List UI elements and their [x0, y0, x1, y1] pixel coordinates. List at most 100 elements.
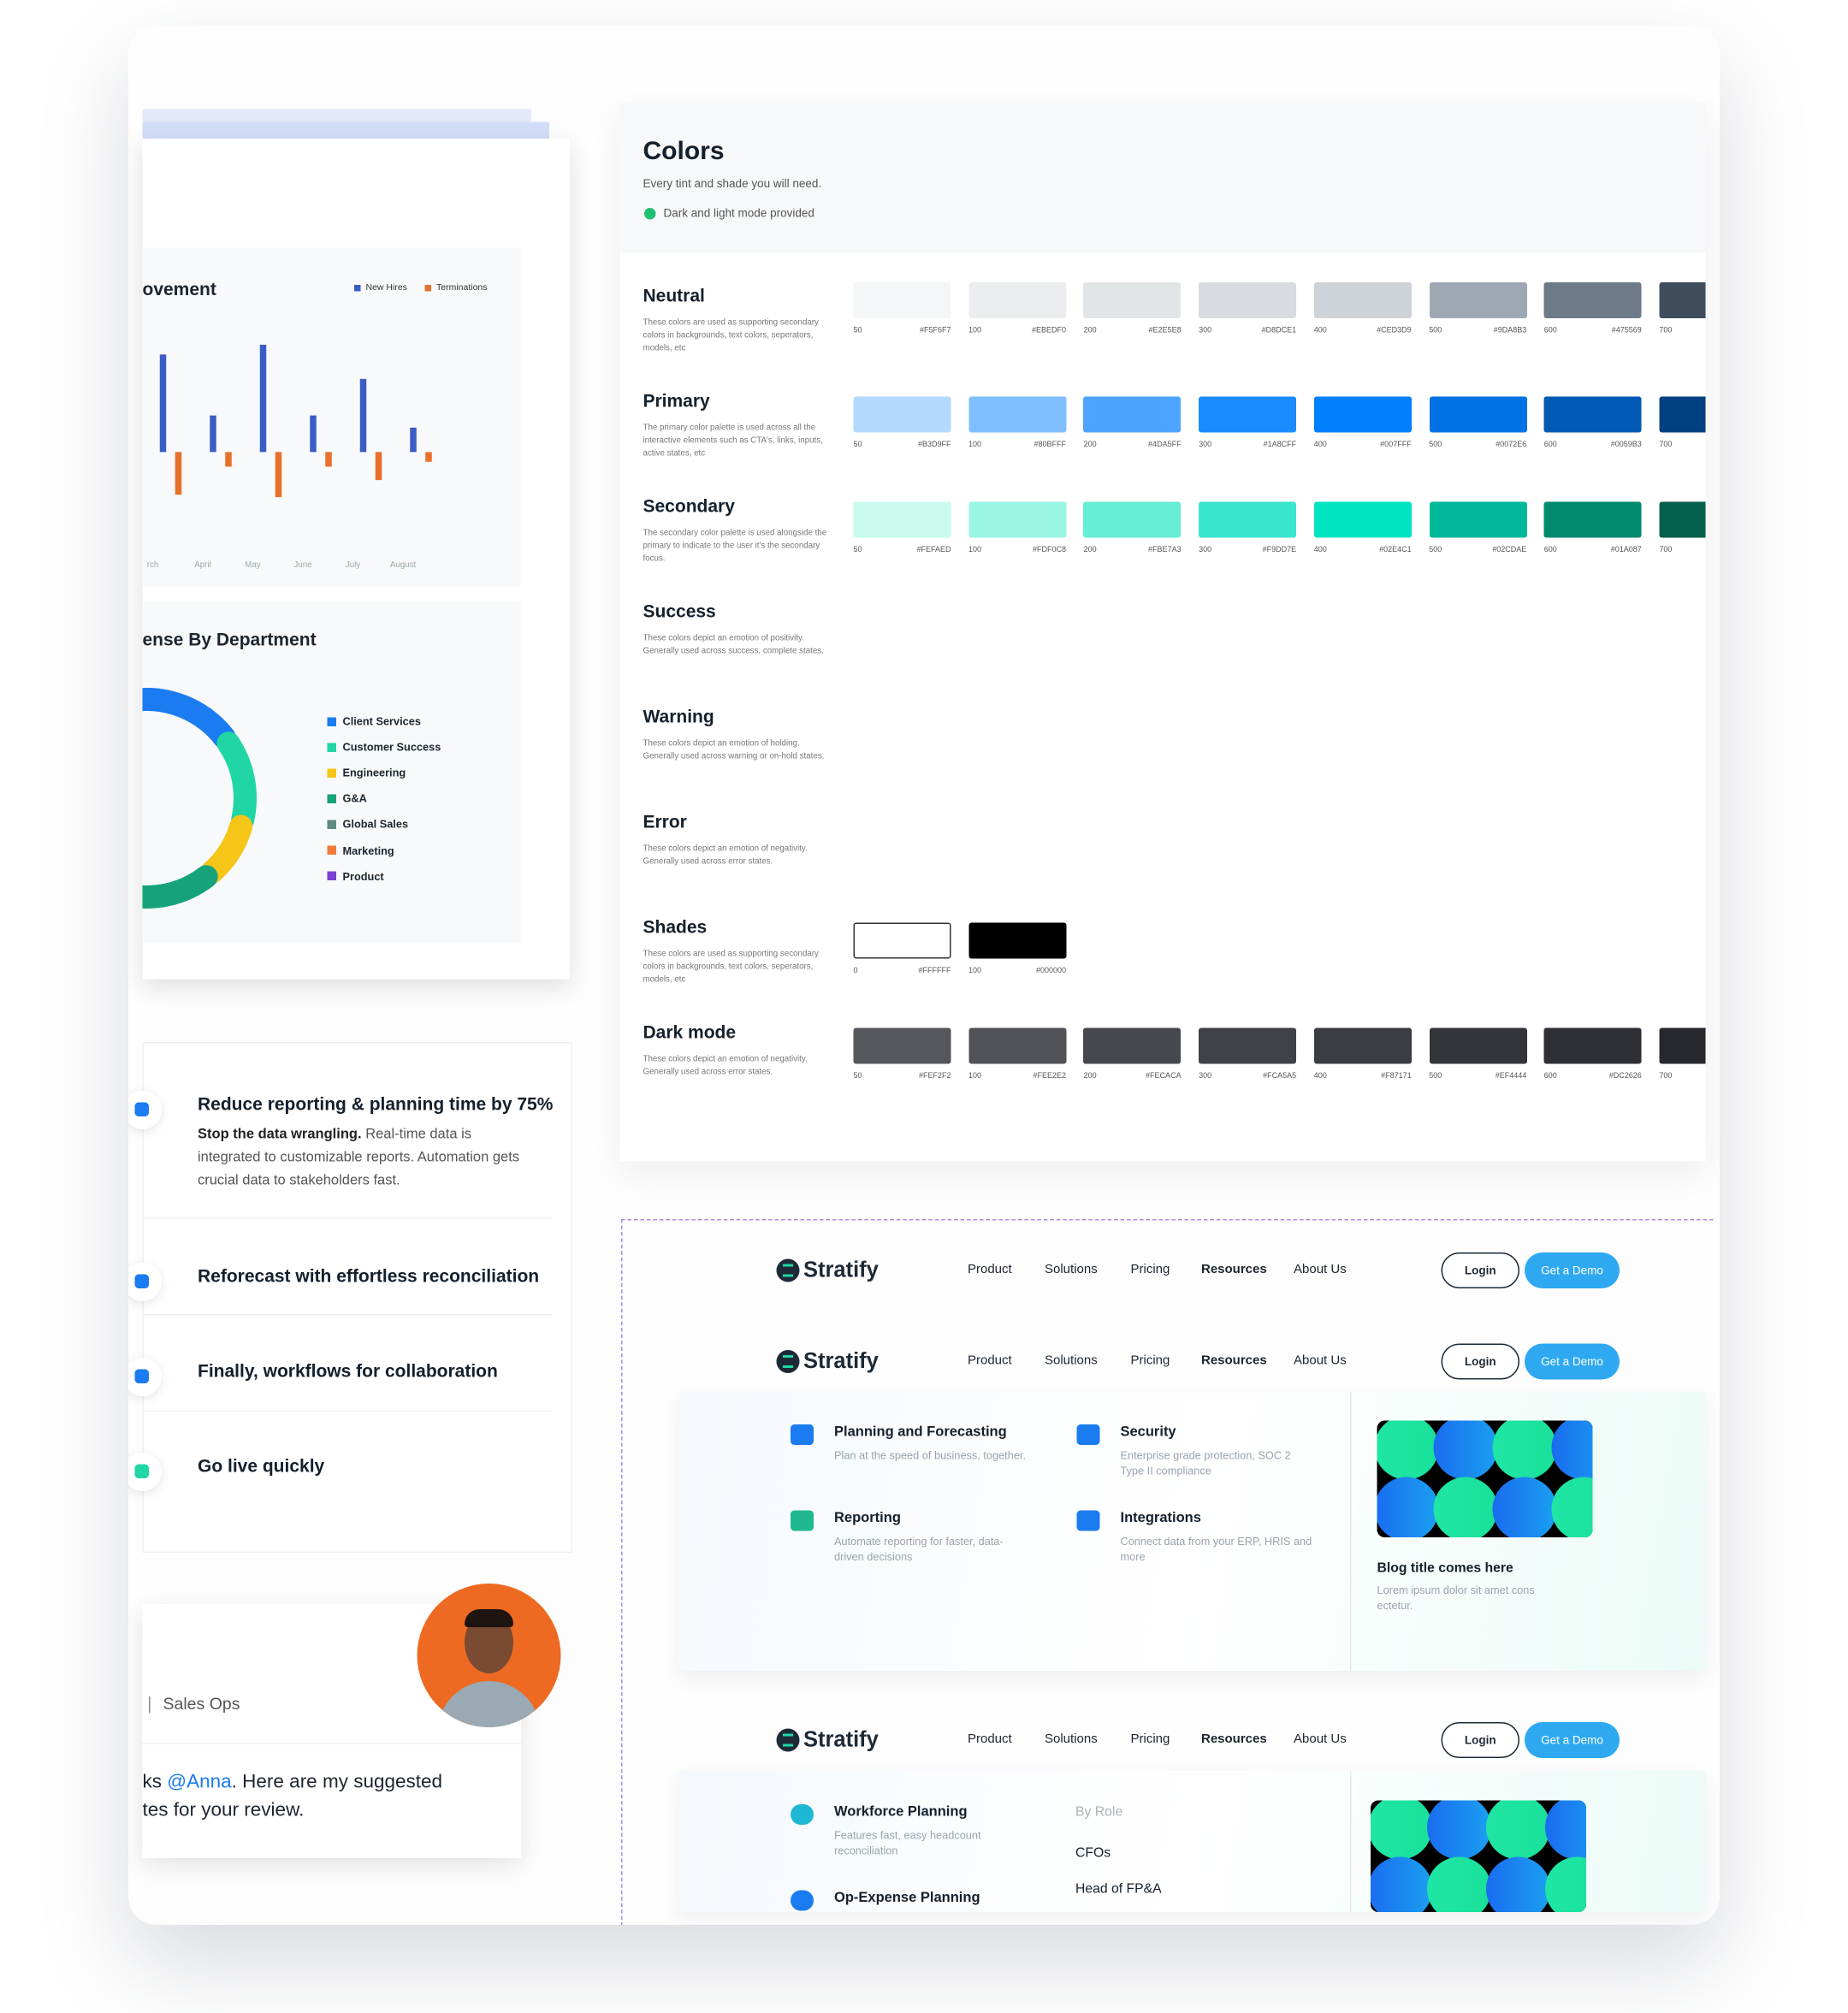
graphic: rch April May June July August: [147, 344, 432, 570]
bar: [425, 452, 432, 462]
x-tick-label: May: [245, 560, 261, 570]
swatch: [968, 1027, 1067, 1064]
swatch-step: 500: [1429, 441, 1442, 449]
role-link[interactable]: Head of FP&A: [1075, 1881, 1162, 1897]
menu-icon: [1076, 1424, 1100, 1445]
menu-divider: [1350, 1771, 1352, 1912]
x-tick-label: April: [194, 560, 211, 570]
nav-link[interactable]: Pricing: [1130, 1732, 1170, 1747]
nav-link[interactable]: About Us: [1294, 1353, 1347, 1369]
x-tick-label: rch: [147, 560, 159, 570]
bar: [375, 452, 382, 481]
nav-link[interactable]: About Us: [1294, 1263, 1347, 1277]
swatch-step: 200: [1083, 327, 1097, 335]
nav-link[interactable]: Solutions: [1045, 1732, 1098, 1747]
legend-swatch: [327, 845, 336, 855]
menu-item-description: Plan at the speed of business, together.: [834, 1448, 1026, 1462]
swatch-hex: #FEFAED: [916, 547, 951, 554]
nav-link[interactable]: Solutions: [1045, 1353, 1098, 1369]
login-button[interactable]: Login: [1441, 1252, 1519, 1288]
swatch-label: 500 #0072E6: [1429, 441, 1526, 449]
logo-mark: [783, 1733, 793, 1747]
nav-link[interactable]: Solutions: [1045, 1263, 1098, 1277]
swatch: [1313, 396, 1412, 433]
demo-button[interactable]: Get a Demo: [1525, 1722, 1620, 1758]
logo: Stratify: [803, 1348, 879, 1374]
feature-lead: Stop the data wrangling.: [198, 1127, 362, 1142]
nav-link[interactable]: Pricing: [1130, 1263, 1170, 1277]
palette-description: These colors are used as supporting seco…: [643, 318, 819, 353]
legend-swatch: [424, 285, 431, 292]
swatch-step: 600: [1543, 547, 1557, 554]
login-button[interactable]: Login: [1441, 1343, 1519, 1380]
swatch-hex: #DC2626: [1608, 1073, 1642, 1081]
nav-link[interactable]: Resources: [1201, 1263, 1267, 1277]
swatch-hex: #007FFF: [1380, 441, 1412, 449]
palette-name: Shades: [643, 916, 708, 937]
swatch: [1083, 1027, 1182, 1064]
logo-mark: [783, 1355, 793, 1368]
legend-swatch: [327, 716, 336, 726]
swatch-hex: #FEE2E2: [1033, 1073, 1067, 1081]
swatch-hex: #0059B3: [1610, 441, 1642, 449]
menu-item-title[interactable]: Integrations: [1120, 1510, 1201, 1526]
blog-circle: [1492, 1420, 1557, 1480]
demo-button[interactable]: Get a Demo: [1525, 1343, 1620, 1380]
swatch-label: 200 #FBE7A3: [1084, 547, 1182, 554]
swatch-step: 50: [853, 547, 862, 554]
blog-circle: [1486, 1856, 1550, 1912]
legend-item: Engineering: [327, 767, 406, 779]
demo-button[interactable]: Get a Demo: [1525, 1252, 1620, 1288]
bar-chart-card: ovement New Hires Terminations rch April May J…: [142, 247, 521, 587]
blog-circle: [1486, 1800, 1550, 1860]
swatch-hex: #EBEDF0: [1032, 327, 1067, 335]
colors-note: Dark and light mode provided: [663, 206, 814, 220]
nav-link[interactable]: About Us: [1294, 1732, 1347, 1747]
swatch-step: 600: [1543, 1073, 1557, 1081]
role-link[interactable]: CFOs: [1075, 1845, 1111, 1861]
swatch-step: 500: [1429, 327, 1442, 335]
swatch-label: 50 #FEFAED: [854, 547, 951, 554]
menu-item-title[interactable]: Planning and Forecasting: [834, 1424, 1007, 1440]
swatch-hex: #FECACA: [1146, 1073, 1182, 1081]
blog-circle: [1427, 1800, 1491, 1860]
swatch-step: 700: [1659, 547, 1673, 554]
nav-link[interactable]: Pricing: [1130, 1353, 1170, 1369]
swatch-hex: #000000: [1035, 968, 1067, 975]
swatch: [853, 501, 951, 538]
swatch: [1543, 282, 1642, 318]
legend-swatch: [327, 742, 336, 752]
swatch: [1313, 501, 1412, 538]
swatch-step: 300: [1199, 547, 1212, 554]
nav-link[interactable]: Resources: [1201, 1732, 1267, 1747]
nav-link[interactable]: Resources: [1201, 1353, 1267, 1369]
nav-link[interactable]: Product: [968, 1263, 1012, 1277]
menu-item-title[interactable]: Workforce Planning: [834, 1804, 968, 1820]
menu-item-title[interactable]: Reporting: [834, 1510, 901, 1526]
board: ovement New Hires Terminations rch April May J…: [128, 26, 1720, 1925]
swatch-hex: #FDF0C8: [1033, 547, 1067, 554]
login-button[interactable]: Login: [1441, 1722, 1519, 1758]
swatch: [1543, 1027, 1642, 1064]
swatch-step: 500: [1429, 1073, 1442, 1081]
legend-item: New Hires: [354, 284, 407, 293]
swatch: [1199, 396, 1297, 433]
swatch: [1659, 501, 1706, 538]
menu-item-title[interactable]: Security: [1120, 1424, 1176, 1440]
swatch-step: 100: [968, 327, 982, 335]
separator: [144, 1314, 552, 1316]
legend-label: Terminations: [436, 283, 488, 293]
swatch-hex: #CED3D9: [1377, 327, 1412, 335]
menu-icon: [791, 1510, 814, 1531]
menu-item-title[interactable]: Op-Expense Planning: [834, 1890, 980, 1906]
nav-link[interactable]: Product: [968, 1732, 1012, 1747]
swatch-label: 500 #02CDAE: [1429, 547, 1526, 554]
nav-link[interactable]: Product: [968, 1353, 1012, 1369]
swatch: [1429, 501, 1527, 538]
feature-icon: [128, 1091, 162, 1129]
bar: [210, 415, 216, 453]
palette-name: Error: [643, 811, 687, 832]
legend-swatch: [327, 768, 336, 778]
legend-item: Product: [327, 869, 384, 882]
x-tick-label: June: [293, 560, 311, 570]
